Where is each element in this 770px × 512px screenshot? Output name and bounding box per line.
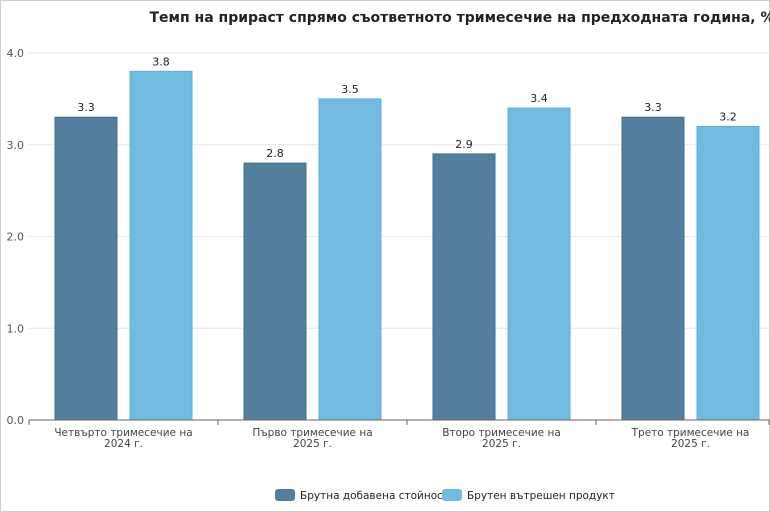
- bar[interactable]: [243, 162, 307, 421]
- bar[interactable]: [129, 70, 193, 421]
- bar[interactable]: [432, 153, 496, 421]
- bar[interactable]: [507, 107, 571, 421]
- x-tick-label: 2025 г.: [293, 438, 332, 450]
- y-tick-label: 0.0: [7, 414, 25, 427]
- x-tick-label: 2024 г.: [104, 438, 143, 450]
- legend-swatch: [442, 489, 462, 501]
- legend-item[interactable]: Брутна добавена стойност: [275, 489, 449, 502]
- data-label: 3.5: [341, 83, 359, 96]
- legend-item[interactable]: Брутен вътрешен продукт: [442, 489, 615, 502]
- data-label: 2.8: [266, 147, 284, 160]
- y-tick-label: 1.0: [7, 322, 25, 335]
- chart-title: Темп на прираст спрямо съответното триме…: [150, 10, 770, 26]
- y-tick-label: 3.0: [7, 139, 25, 152]
- y-tick-label: 4.0: [7, 47, 25, 60]
- x-tick-label: 2025 г.: [482, 438, 521, 450]
- data-label: 3.3: [77, 101, 95, 114]
- bar[interactable]: [318, 98, 382, 421]
- x-tick-label: Трето тримесечие на: [631, 427, 750, 439]
- x-tick-label: 2025 г.: [671, 438, 710, 450]
- data-label: 3.3: [644, 101, 662, 114]
- legend-label: Брутна добавена стойност: [300, 490, 449, 502]
- data-label: 3.8: [152, 55, 170, 68]
- bar[interactable]: [621, 116, 685, 421]
- data-label: 3.2: [719, 110, 737, 123]
- legend-swatch: [275, 489, 295, 501]
- data-label: 3.4: [530, 92, 548, 105]
- x-tick-label: Четвърто тримесечие на: [54, 427, 192, 439]
- y-tick-label: 2.0: [7, 231, 25, 244]
- x-tick-label: Първо тримесечие на: [252, 427, 372, 439]
- bar[interactable]: [696, 125, 760, 421]
- x-tick-label: Второ тримесечие на: [442, 427, 561, 439]
- bar[interactable]: [54, 116, 118, 421]
- legend-label: Брутен вътрешен продукт: [467, 490, 615, 502]
- data-label: 2.9: [455, 138, 473, 151]
